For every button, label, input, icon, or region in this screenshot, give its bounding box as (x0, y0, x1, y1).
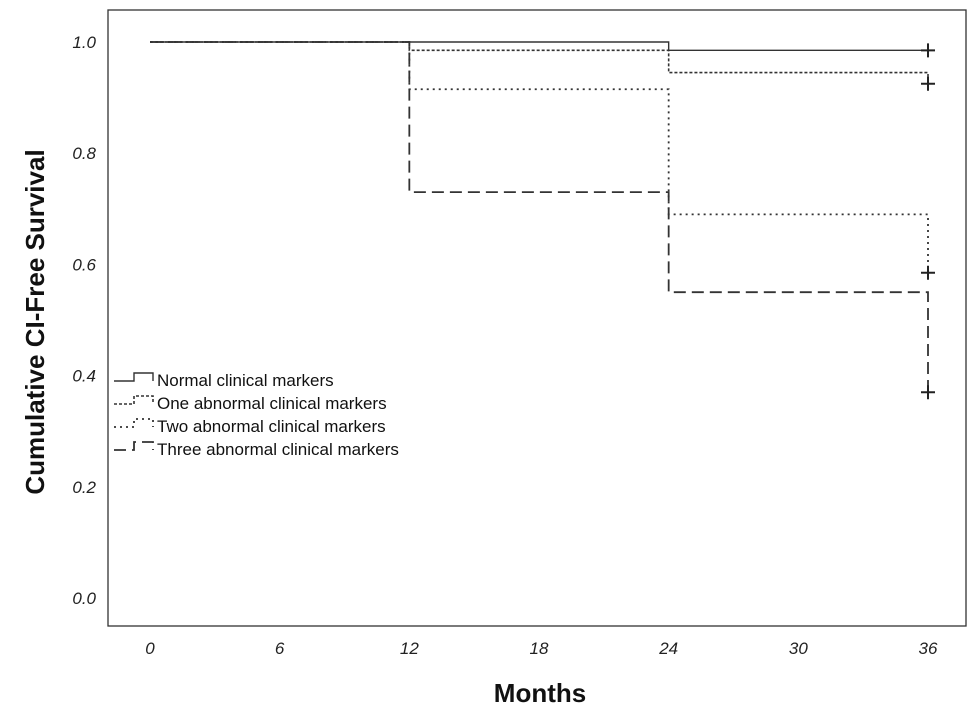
series-line-2 (150, 41, 929, 84)
legend-swatch (114, 395, 154, 405)
x-tick-label: 30 (789, 639, 808, 658)
censor-mark (921, 76, 935, 91)
y-tick-label: 0.6 (72, 255, 96, 274)
series-layer (150, 41, 935, 400)
legend-swatch (114, 372, 154, 382)
legend-swatch (114, 441, 154, 451)
y-tick-label: 0.4 (72, 367, 96, 386)
x-tick-label: 6 (275, 639, 285, 658)
x-tick-label: 18 (530, 639, 549, 658)
y-tick-label: 0.2 (72, 478, 96, 497)
x-tick-label: 24 (658, 639, 678, 658)
series-line-4 (150, 41, 929, 393)
x-tick-labels: 0 6 12 18 24 30 36 (145, 639, 938, 658)
x-tick-label: 0 (145, 639, 155, 658)
censor-mark (921, 385, 935, 400)
legend-label: Two abnormal clinical markers (157, 417, 386, 436)
legend-swatch (114, 418, 154, 428)
legend-label: Three abnormal clinical markers (157, 440, 399, 459)
censor-mark (921, 265, 935, 280)
x-tick-label: 36 (919, 639, 938, 658)
censor-mark (921, 43, 935, 58)
y-tick-label: 0.8 (72, 144, 96, 163)
y-tick-label: 1.0 (72, 33, 96, 52)
series-line-3 (150, 41, 929, 273)
legend-label: Normal clinical markers (157, 371, 334, 390)
x-tick-label: 12 (400, 639, 419, 658)
plot-frame (107, 9, 967, 627)
legend: Normal clinical markers One abnormal clin… (114, 371, 399, 459)
legend-label: One abnormal clinical markers (157, 394, 387, 413)
x-axis-title: Months (494, 678, 586, 707)
y-tick-labels: 0.0 0.2 0.4 0.6 0.8 1.0 (72, 33, 96, 608)
y-axis-title: Cumulative CI-Free Survival (20, 149, 50, 494)
series-line-1 (150, 41, 928, 52)
y-tick-label: 0.0 (72, 589, 96, 608)
